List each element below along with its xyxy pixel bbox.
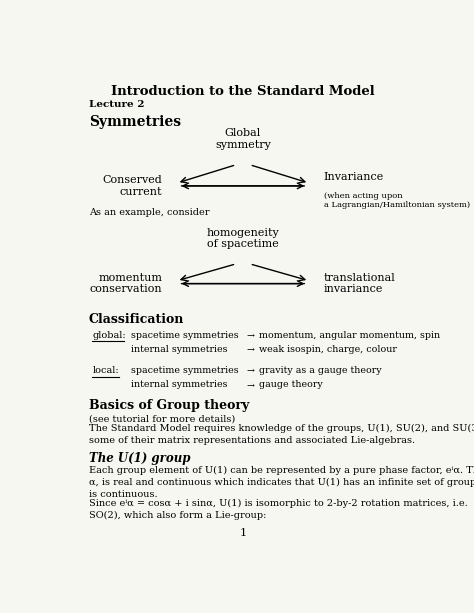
Text: spacetime symmetries: spacetime symmetries bbox=[131, 331, 238, 340]
Text: (when acting upon
a Lagrangian/Hamiltonian system): (when acting upon a Lagrangian/Hamiltoni… bbox=[324, 191, 470, 209]
Text: Symmetries: Symmetries bbox=[89, 115, 181, 129]
Text: momentum, angular momentum, spin: momentum, angular momentum, spin bbox=[259, 331, 440, 340]
Text: Lecture 2: Lecture 2 bbox=[89, 99, 144, 109]
Text: internal symmetries: internal symmetries bbox=[131, 380, 228, 389]
Text: spacetime symmetries: spacetime symmetries bbox=[131, 366, 238, 375]
Text: gravity as a gauge theory: gravity as a gauge theory bbox=[259, 366, 382, 375]
Text: local:: local: bbox=[92, 366, 119, 375]
Text: global:: global: bbox=[92, 331, 126, 340]
Text: homogeneity
of spacetime: homogeneity of spacetime bbox=[207, 227, 279, 249]
Text: →: → bbox=[246, 366, 254, 375]
Text: weak isospin, charge, colour: weak isospin, charge, colour bbox=[259, 345, 397, 354]
Text: translational
invariance: translational invariance bbox=[324, 273, 395, 294]
Text: The U(1) group: The U(1) group bbox=[89, 452, 190, 465]
Text: →: → bbox=[246, 345, 254, 354]
Text: Since eⁱα = cosα + i sinα, U(1) is isomorphic to 2-by-2 rotation matrices, i.e. : Since eⁱα = cosα + i sinα, U(1) is isomo… bbox=[89, 500, 474, 520]
Text: Classification: Classification bbox=[89, 313, 184, 326]
Text: Each group element of U(1) can be represented by a pure phase factor, eⁱα. The p: Each group element of U(1) can be repres… bbox=[89, 466, 474, 499]
Text: As an example, consider: As an example, consider bbox=[89, 208, 209, 217]
Text: The Standard Model requires knowledge of the groups, U(1), SU(2), and SU(3), alo: The Standard Model requires knowledge of… bbox=[89, 424, 474, 445]
Text: →: → bbox=[246, 380, 254, 389]
Text: internal symmetries: internal symmetries bbox=[131, 345, 228, 354]
Text: momentum
conservation: momentum conservation bbox=[90, 273, 162, 294]
Text: Introduction to the Standard Model: Introduction to the Standard Model bbox=[111, 85, 375, 98]
Text: Basics of Group theory: Basics of Group theory bbox=[89, 399, 249, 413]
Text: (see tutorial for more details): (see tutorial for more details) bbox=[89, 414, 235, 424]
Text: →: → bbox=[246, 331, 254, 340]
Text: gauge theory: gauge theory bbox=[259, 380, 323, 389]
Text: Conserved
current: Conserved current bbox=[102, 175, 162, 197]
Text: 1: 1 bbox=[239, 528, 246, 538]
Text: Invariance: Invariance bbox=[324, 172, 384, 182]
Text: Global
symmetry: Global symmetry bbox=[215, 129, 271, 150]
